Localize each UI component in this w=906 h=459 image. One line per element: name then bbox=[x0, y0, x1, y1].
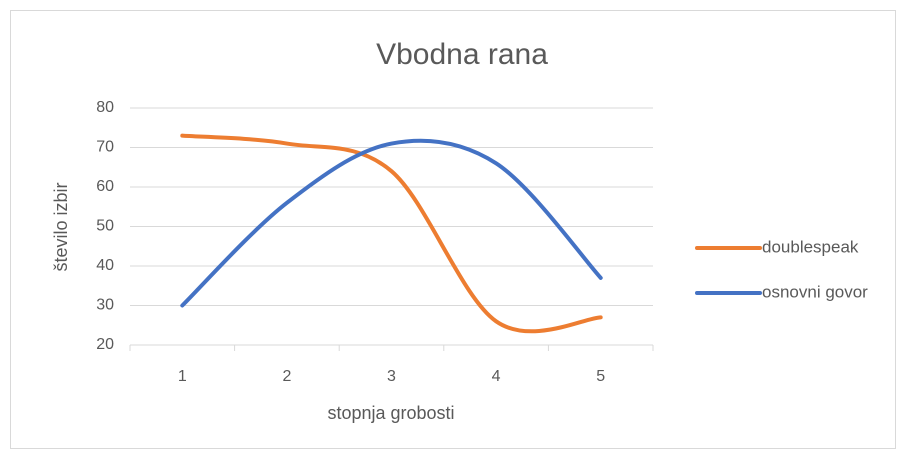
legend-label: doublespeak bbox=[762, 237, 859, 256]
x-tick-label: 2 bbox=[282, 368, 291, 385]
y-tick-label: 70 bbox=[96, 139, 114, 156]
series-line bbox=[180, 138, 603, 308]
y-tick-label: 60 bbox=[96, 178, 114, 195]
y-tick-label: 50 bbox=[96, 218, 114, 235]
series-line bbox=[180, 133, 603, 334]
y-axis-title: število izbir bbox=[51, 182, 71, 271]
legend-label: osnovni govor bbox=[762, 282, 868, 301]
x-tick-label: 3 bbox=[387, 368, 396, 385]
chart-title: Vbodna rana bbox=[376, 38, 548, 71]
x-tick-label: 4 bbox=[492, 368, 501, 385]
chart-border bbox=[10, 10, 896, 449]
y-tick-label: 40 bbox=[96, 257, 114, 274]
x-tick-label: 5 bbox=[596, 368, 605, 385]
y-tick-label: 20 bbox=[96, 336, 114, 353]
x-tick-label: 1 bbox=[178, 368, 187, 385]
y-tick-label: 30 bbox=[96, 297, 114, 314]
x-axis-title: stopnja grobosti bbox=[327, 403, 454, 423]
y-tick-label: 80 bbox=[96, 99, 114, 116]
